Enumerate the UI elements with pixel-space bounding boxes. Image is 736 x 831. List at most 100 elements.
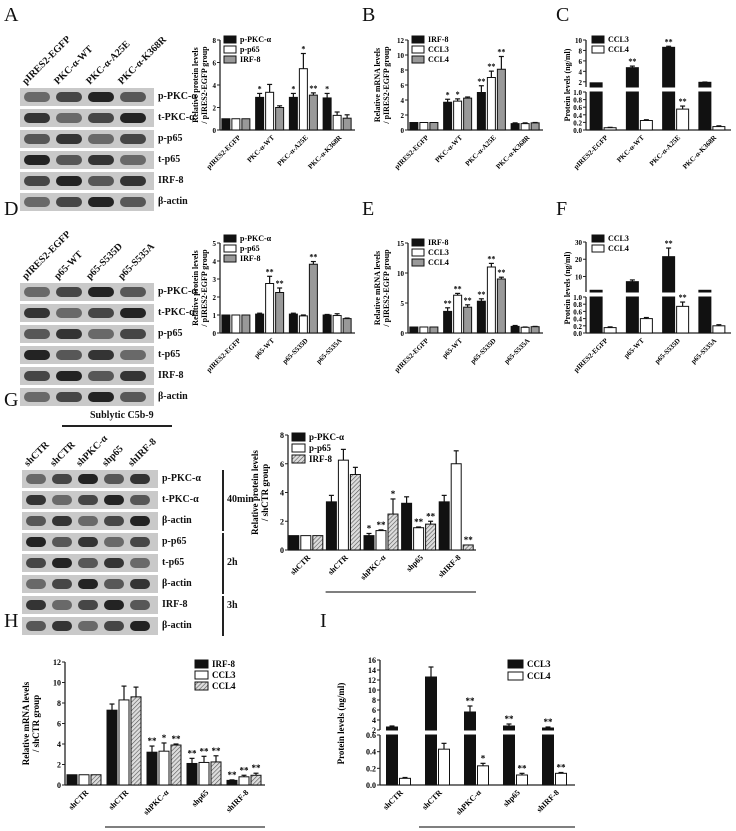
protein-band: [120, 92, 146, 102]
legend-label: CCL4: [428, 55, 449, 64]
legend-label: p-p65: [240, 244, 260, 253]
bar: [401, 502, 413, 551]
bar: [255, 313, 265, 334]
bar: [603, 127, 617, 131]
bar: [231, 314, 241, 334]
y-axis-label: Relative mRNA levels: [373, 251, 382, 325]
y-tick-label: 0.6: [573, 308, 582, 316]
x-tick-label: PKC-α-K368R: [681, 133, 719, 171]
protein-band: [78, 600, 98, 610]
legend-label: CCL4: [608, 45, 629, 54]
blot-row-label: β-actin: [162, 620, 192, 631]
bar: [419, 326, 429, 334]
protein-band: [56, 392, 82, 402]
y-tick-label: 8: [57, 699, 61, 708]
protein-band: [56, 197, 82, 207]
bar: [226, 779, 238, 786]
protein-band: [52, 495, 72, 505]
bar: [375, 530, 387, 551]
bar: [625, 281, 639, 293]
y-tick-label: 8: [579, 47, 583, 55]
x-tick-label: PKC-α-K368R: [495, 133, 533, 171]
blot-row-label: p-p65: [158, 328, 183, 339]
y-tick-label: 2: [401, 112, 405, 120]
protein-band: [26, 558, 46, 568]
blot-row: [22, 512, 158, 530]
legend-label: CCL4: [212, 681, 236, 691]
x-tick-label: p65-S535A: [690, 337, 719, 366]
protein-band: [104, 558, 124, 568]
bar: [438, 748, 450, 786]
protein-band: [78, 495, 98, 505]
bar: [265, 283, 275, 334]
protein-band: [88, 329, 114, 339]
protein-band: [120, 155, 146, 165]
time-bracket-40min: [222, 470, 224, 531]
protein-band: [52, 558, 72, 568]
y-axis-label: Relative mRNA levels: [373, 48, 382, 122]
bar: [712, 325, 726, 334]
significance-marker: **: [464, 296, 472, 305]
blot-row-label: t-p65: [162, 557, 185, 568]
significance-marker: *: [481, 753, 486, 763]
protein-band: [88, 197, 114, 207]
y-tick-label: 4: [57, 740, 61, 749]
bar: [342, 318, 352, 334]
y-tick-label: 10: [53, 679, 61, 688]
y-tick-label: 6: [57, 720, 61, 729]
protein-band: [52, 621, 72, 631]
y-tick-label: 0.2: [366, 764, 376, 773]
bar: [255, 96, 265, 131]
y-tick-label: 10: [397, 270, 405, 278]
x-tick-label: shCTR: [107, 788, 131, 812]
bar: [443, 310, 453, 334]
legend-label: CCL4: [608, 244, 629, 253]
bar: [78, 774, 90, 786]
bar: [300, 535, 312, 551]
bar: [520, 326, 530, 334]
blot-row-label: t-PKC-α: [162, 494, 199, 505]
bar: [312, 535, 324, 551]
x-tick-label: PKC-α-K368R: [307, 133, 345, 171]
y-axis-label: Protein levels (ng/ml): [336, 683, 346, 765]
y-tick-label: 12: [53, 658, 61, 667]
legend-swatch: [411, 35, 425, 44]
blot-row-label: p-PKC-α: [162, 473, 201, 484]
y-axis-label: / shCTR group: [260, 464, 270, 522]
protein-band: [120, 308, 146, 318]
protein-band: [120, 197, 146, 207]
blot-row-label: p-p65: [162, 536, 187, 547]
panel-letter-f: F: [556, 198, 568, 220]
y-axis-label: Protein levels (ng/ml): [563, 251, 572, 324]
protein-band: [120, 371, 146, 381]
bar: [463, 97, 473, 131]
blot-row-label: IRF-8: [158, 370, 184, 381]
protein-band: [120, 329, 146, 339]
significance-marker: *: [291, 84, 295, 93]
y-tick-label: 0.6: [366, 731, 376, 740]
bar: [486, 77, 496, 131]
blot-row: [20, 325, 154, 343]
legend-label: CCL4: [527, 671, 551, 681]
bar-chart-a: 0 2 4 6 8 Relative protein levels / pIRES2-EGF…: [191, 35, 355, 171]
blot-row-label: β-actin: [158, 196, 188, 207]
legend-swatch: [591, 244, 605, 253]
protein-band: [120, 113, 146, 123]
legend-swatch: [291, 432, 306, 442]
bar: [453, 100, 463, 131]
bar: [241, 118, 251, 131]
panel-letter-e: E: [362, 198, 375, 220]
bar: [503, 725, 515, 731]
y-tick-label: 6: [579, 58, 583, 66]
legend-label: CCL3: [608, 35, 629, 44]
bar: [425, 676, 437, 731]
y-tick-label: 1.0: [573, 89, 582, 97]
significance-marker: **: [487, 62, 495, 71]
y-tick-label: 0.8: [573, 301, 582, 309]
bar: [386, 734, 398, 786]
legend-swatch: [223, 55, 237, 64]
bar: [429, 122, 439, 131]
significance-marker: **: [679, 293, 687, 302]
blot-row-label: t-PKC-α: [158, 112, 195, 123]
